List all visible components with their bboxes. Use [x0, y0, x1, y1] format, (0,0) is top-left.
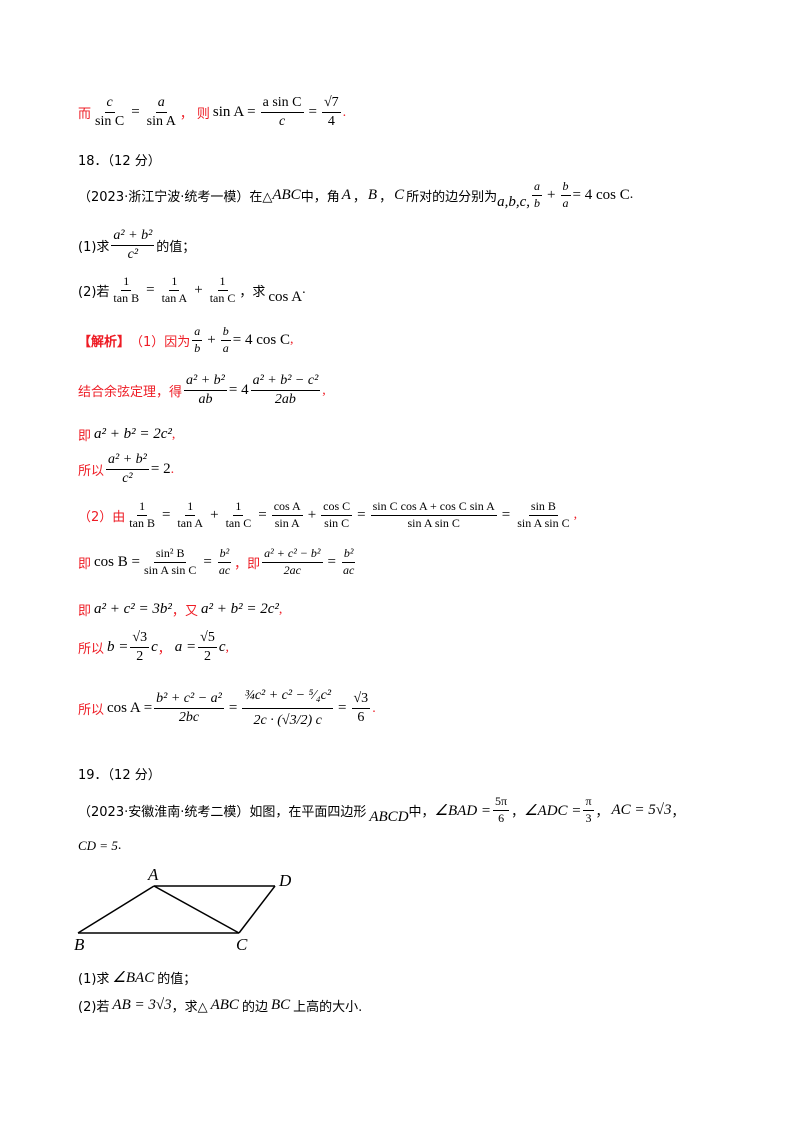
q18-source: （2023·浙江宁波·统考一模）在△	[78, 189, 273, 205]
solution-step-9: 所以 cos A = b² + c² − a² 2bc = ¾c² + c² − …	[78, 685, 376, 733]
q19-stem: （2023·安徽淮南·统考二模）如图，在平面四边形 ABCD 中， ∠BAD =…	[78, 794, 685, 825]
fraction: a sin A	[146, 95, 176, 130]
q19-source: （2023·安徽淮南·统考二模）如图，在平面四边形	[78, 804, 367, 820]
solution-step-4: 所以 a² + b² c² = 2.	[78, 452, 175, 487]
q18-header: 18．（12 分）	[78, 154, 161, 169]
fraction: c sin C	[95, 95, 125, 130]
q19-stem-cont: CD = 5.	[78, 838, 122, 853]
label-a: A	[147, 865, 159, 884]
solution-step-2: 结合余弦定理，得 a² + b² ab = 4 a² + b² − c² 2ab ,	[78, 373, 326, 408]
solution-step-3: 即 a² + b² = 2c²,	[78, 426, 176, 444]
q18-part2: (2)若 1 tan B = 1 tan A + 1 tan C ，求 cos A .	[78, 274, 306, 305]
label-d: D	[278, 871, 292, 890]
er-label: 而	[78, 107, 92, 123]
solution-step-7: 即 a² + c² = 3b² ， 又 a² + b² = 2c²,	[78, 601, 283, 619]
quadrilateral-figure: A D B C	[74, 865, 292, 954]
q19-part2: (2)若 AB = 3√3 ，求△ ABC 的边 BC 上高的大小.	[78, 997, 363, 1015]
analysis-tag: 【解析】	[78, 334, 131, 350]
label-c: C	[236, 935, 248, 954]
q19-header: 19．（12 分）	[78, 768, 161, 783]
label-b: B	[74, 935, 85, 954]
solution-step-8: 所以 b = √3 2 c， a = √5 2 c,	[78, 630, 229, 665]
q18-stem: （2023·浙江宁波·统考一模）在△ ABC 中，角 A， B， C 所对的边分…	[78, 179, 634, 210]
ze-label: 则	[196, 107, 210, 123]
q18-part1: (1)求 a² + b² c² 的值；	[78, 228, 196, 263]
fraction: √7 4	[321, 95, 341, 130]
q19-part1: (1)求 ∠BAC 的值；	[78, 970, 197, 987]
